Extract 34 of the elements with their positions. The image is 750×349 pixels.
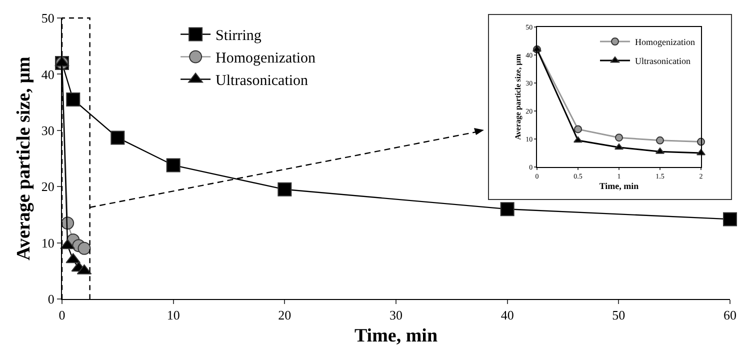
point [60,239,75,250]
point [656,136,664,144]
legend-label: Homogenization [216,50,316,67]
y-tick-label: 30 [41,122,54,138]
point [78,242,91,255]
y-tick-label: 50 [41,10,54,26]
legend-label: Ultrasonication [635,56,691,66]
point [574,125,582,134]
x-tick-label: 30 [390,308,402,323]
point [500,202,514,216]
legend-label: Ultrasonication [216,73,309,90]
point [723,212,737,226]
point [166,158,180,172]
point [573,136,583,143]
x-axis-title: Time, min [354,325,438,346]
y-axis-title: Average particle size, µm [513,54,522,140]
x-tick-label: 10 [166,308,180,323]
x-tick-label: 40 [500,308,514,323]
y-tick-label: 10 [41,235,54,250]
y-tick-label: 40 [41,66,54,82]
point [278,182,292,196]
x-tick-label: 50 [612,308,626,323]
legend-label: Stirring [216,28,262,44]
y-tick-label: 0 [48,292,54,307]
x-tick-label: 0 [58,308,66,323]
x-axis-title: Time, min [599,181,639,192]
y-axis-title: Average particle size, µm [13,56,34,260]
x-tick-label: 20 [278,308,292,323]
point [110,130,125,145]
point [66,92,80,106]
point [615,134,623,142]
point [614,143,624,150]
x-tick-label: 60 [724,308,736,323]
legend-label: Homogenization [635,37,696,48]
